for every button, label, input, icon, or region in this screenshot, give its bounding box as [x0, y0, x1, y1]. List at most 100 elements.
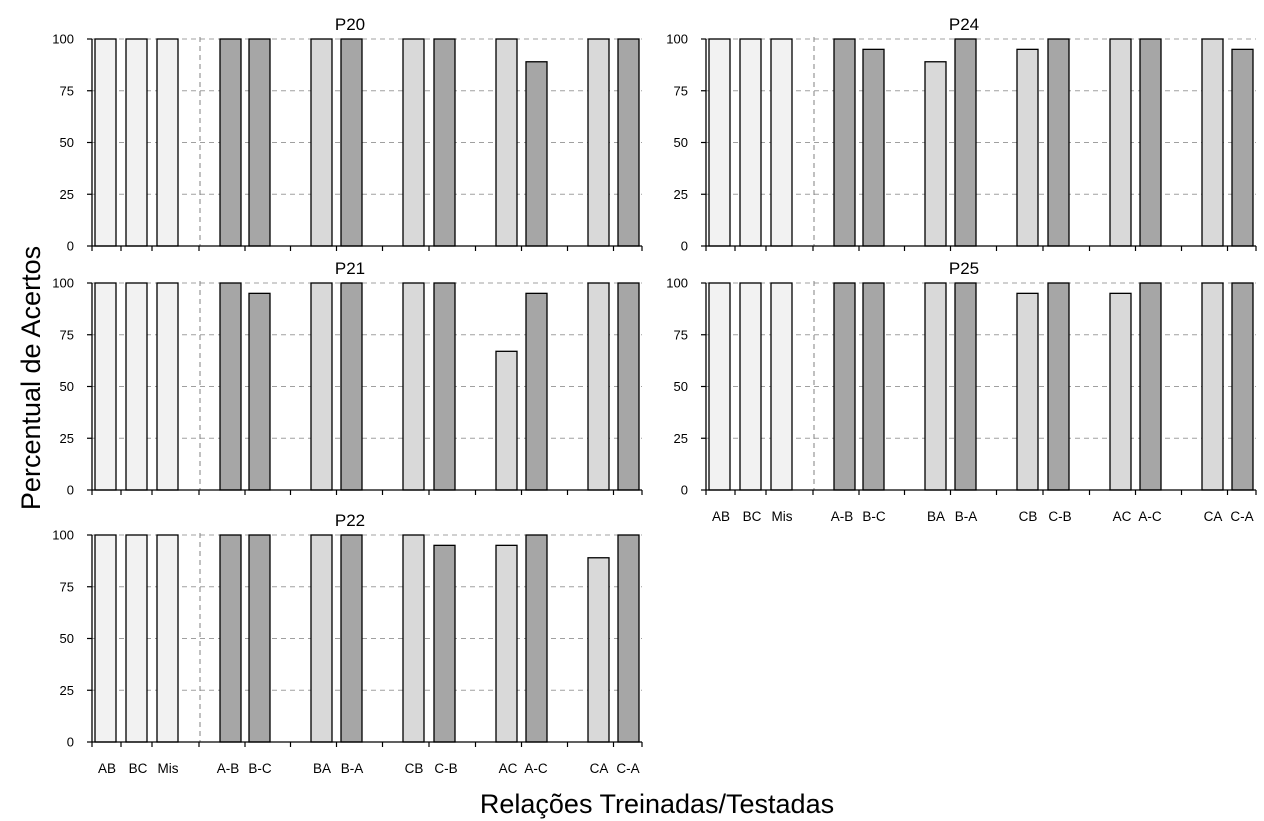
bar-a-c: [525, 292, 548, 491]
x-tick-label: CA: [1204, 509, 1223, 524]
bar-mis: [770, 38, 793, 247]
y-tick-label: 75: [60, 327, 74, 342]
bar-c-b: [433, 38, 456, 247]
bar-b-c: [248, 534, 271, 743]
bar-ab: [708, 282, 731, 491]
x-tick-label: BC: [743, 509, 762, 524]
bar-cb: [402, 38, 425, 247]
bar-b-a: [340, 282, 363, 491]
x-tick-label: AC: [499, 761, 518, 776]
x-tick-label: AB: [712, 509, 730, 524]
bar-b-c: [862, 48, 885, 247]
y-axis-title: Percentual de Acertos: [16, 246, 46, 510]
chart-panel-p25: 0 25 50 75 100 P25 AB BC Mis A-B B-C BA B-A CB C-B AC A-…: [666, 259, 1257, 524]
chart-panel-p22: 0 25 50 75 100 P22 AB BC Mis A-B B-C BA B-A CB C-B AC A-…: [52, 511, 643, 776]
bar-c-a: [617, 38, 640, 247]
bar-a-c: [525, 61, 548, 247]
bar-ac: [1109, 38, 1132, 247]
bar-cb: [1016, 292, 1039, 491]
bar-ca: [587, 38, 610, 247]
bar-ca: [587, 282, 610, 491]
x-tick-label: C-A: [616, 761, 639, 776]
bar-ab: [94, 38, 117, 247]
bar-ca: [1201, 38, 1224, 247]
y-tick-label: 25: [674, 187, 688, 202]
y-tick-label: 25: [60, 683, 74, 698]
x-tick-label: CA: [590, 761, 609, 776]
bar-ab: [94, 282, 117, 491]
bar-ba: [924, 282, 947, 491]
x-tick-label: Mis: [772, 509, 793, 524]
y-tick-label: 25: [674, 431, 688, 446]
bar-a-b: [219, 38, 242, 247]
y-tick-label: 100: [666, 32, 688, 47]
x-tick-label: CB: [405, 761, 424, 776]
y-tick-label: 50: [674, 379, 688, 394]
x-tick-label: B-C: [248, 761, 272, 776]
y-tick-label: 100: [52, 32, 74, 47]
bar-ba: [310, 38, 333, 247]
bar-a-c: [1139, 282, 1162, 491]
panel-title: P25: [949, 259, 979, 278]
bar-ba: [924, 61, 947, 247]
y-tick-label: 75: [674, 327, 688, 342]
x-tick-label: BA: [313, 761, 331, 776]
bar-bc: [125, 534, 148, 743]
x-tick-label: Mis: [158, 761, 179, 776]
x-tick-label: C-A: [1230, 509, 1253, 524]
bar-c-b: [433, 282, 456, 491]
bar-b-a: [954, 38, 977, 247]
chart-panel-p21: 0 25 50 75 100 P21: [52, 259, 643, 498]
bar-ba: [310, 282, 333, 491]
panel-title: P20: [335, 15, 365, 34]
y-tick-label: 50: [60, 379, 74, 394]
bar-b-a: [340, 38, 363, 247]
x-tick-label: C-B: [434, 761, 457, 776]
x-axis-title: Relações Treinadas/Testadas: [480, 789, 834, 819]
bar-c-a: [1231, 48, 1254, 247]
bar-bc: [739, 282, 762, 491]
bar-cb: [402, 534, 425, 743]
y-tick-label: 75: [674, 83, 688, 98]
bar-mis: [770, 282, 793, 491]
bar-a-b: [833, 38, 856, 247]
bar-mis: [156, 282, 179, 491]
bar-ca: [587, 557, 610, 743]
y-tick-label: 100: [52, 528, 74, 543]
bar-ac: [495, 544, 518, 743]
bar-b-c: [248, 292, 271, 491]
bar-c-a: [1231, 282, 1254, 491]
chart-panel-p20: 0 25 50 75 100 P20: [52, 15, 643, 254]
y-tick-label: 75: [60, 83, 74, 98]
panel-title: P22: [335, 511, 365, 530]
x-tick-label: AB: [98, 761, 116, 776]
bar-b-a: [340, 534, 363, 743]
bar-mis: [156, 534, 179, 743]
y-tick-label: 0: [67, 239, 74, 254]
y-tick-label: 0: [67, 483, 74, 498]
bar-ca: [1201, 282, 1224, 491]
bar-b-c: [862, 282, 885, 491]
x-tick-label: C-B: [1048, 509, 1071, 524]
bar-c-a: [617, 534, 640, 743]
bar-cb: [1016, 48, 1039, 247]
y-tick-label: 75: [60, 579, 74, 594]
x-tick-label: A-B: [217, 761, 240, 776]
panel-title: P21: [335, 259, 365, 278]
panel-title: P24: [949, 15, 979, 34]
bar-c-b: [1047, 38, 1070, 247]
y-tick-label: 0: [67, 735, 74, 750]
y-tick-label: 25: [60, 187, 74, 202]
bar-a-b: [833, 282, 856, 491]
y-tick-label: 50: [60, 135, 74, 150]
bar-bc: [125, 38, 148, 247]
x-tick-label: A-C: [1138, 509, 1162, 524]
x-tick-label: AC: [1113, 509, 1132, 524]
x-tick-label: B-A: [341, 761, 364, 776]
bar-bc: [739, 38, 762, 247]
bar-ac: [495, 350, 518, 491]
y-tick-label: 50: [674, 135, 688, 150]
bar-ba: [310, 534, 333, 743]
bar-mis: [156, 38, 179, 247]
